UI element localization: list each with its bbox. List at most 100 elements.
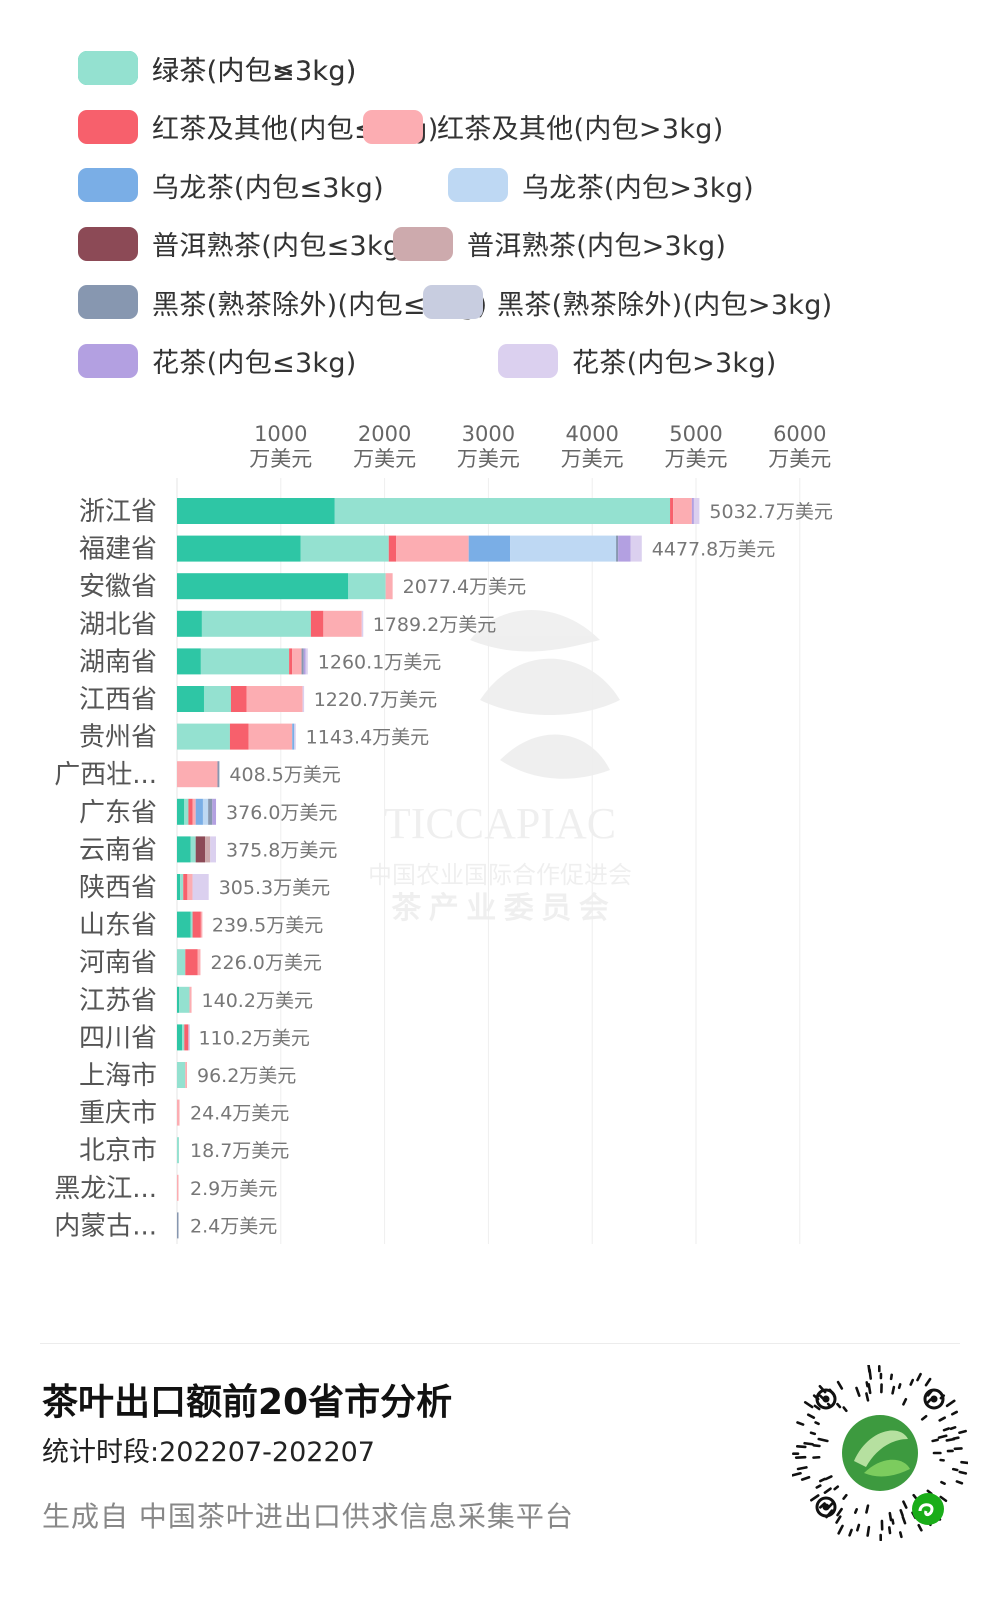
bar-segment[interactable] — [691, 498, 694, 524]
bar-segment[interactable] — [693, 498, 700, 524]
bar-segment[interactable] — [210, 836, 217, 863]
legend-item[interactable]: 乌龙茶(内包>3kg) — [448, 165, 754, 205]
bar-segment[interactable] — [177, 498, 335, 524]
bar-segment[interactable] — [177, 986, 180, 1013]
total-label: 140.2万美元 — [202, 990, 313, 1012]
bar-segment[interactable] — [361, 610, 364, 637]
bar-segment[interactable] — [177, 648, 201, 675]
total-label: 1260.1万美元 — [318, 651, 441, 673]
bar-segment[interactable] — [246, 686, 303, 712]
bar-segment[interactable] — [195, 836, 206, 863]
bar-segment[interactable] — [300, 535, 389, 562]
bar-segment[interactable] — [192, 798, 196, 825]
bar-segment[interactable] — [192, 874, 209, 900]
bar-segment[interactable] — [385, 573, 393, 600]
bar-segment[interactable] — [177, 798, 185, 825]
bar-segment[interactable] — [229, 723, 249, 750]
bar-segment[interactable] — [616, 535, 619, 562]
legend-item[interactable]: 红茶及其他(内包>3kg) — [363, 107, 724, 147]
bar-segment[interactable] — [618, 535, 631, 562]
bar-segment[interactable] — [184, 1024, 189, 1051]
legend-label: 乌龙茶(内包≤3kg) — [152, 172, 384, 204]
bar-segment[interactable] — [177, 949, 186, 976]
bar-segment[interactable] — [183, 874, 188, 900]
bar-segment[interactable] — [190, 911, 193, 938]
bar-segment[interactable] — [177, 911, 191, 938]
bar-segment[interactable] — [177, 1174, 179, 1201]
bar-segment[interactable] — [189, 986, 192, 1013]
bar-segment[interactable] — [182, 1024, 185, 1051]
legend-item[interactable]: 普洱熟茶(内包>3kg) — [393, 224, 726, 264]
legend-item[interactable]: 黑茶(熟茶除外)(内包>3kg) — [423, 282, 833, 322]
bar-segment[interactable] — [305, 648, 308, 675]
bar-segment[interactable] — [230, 686, 247, 712]
bar-segment[interactable] — [202, 798, 209, 825]
bar-segment[interactable] — [177, 874, 181, 900]
bar-segment[interactable] — [292, 648, 302, 675]
bar-segment[interactable] — [179, 986, 190, 1013]
bar-segment[interactable] — [200, 648, 290, 675]
bar-segment[interactable] — [177, 761, 218, 788]
bar-segment[interactable] — [203, 686, 231, 712]
bar-segment[interactable] — [630, 535, 642, 562]
bar-segment[interactable] — [294, 723, 296, 750]
bar-segment[interactable] — [303, 648, 306, 675]
bar-segment[interactable] — [348, 573, 386, 600]
x-tick-unit: 万美元 — [768, 447, 831, 471]
bar-segment[interactable] — [188, 1024, 190, 1051]
bar-segment[interactable] — [301, 648, 304, 675]
bar-segment[interactable] — [177, 836, 191, 863]
category-label: 四川省 — [79, 1023, 157, 1053]
total-label: 5032.7万美元 — [709, 501, 832, 523]
bar-segment[interactable] — [248, 723, 293, 750]
bar-segment[interactable] — [197, 949, 201, 976]
bar-segment[interactable] — [212, 798, 217, 825]
bar-segment[interactable] — [188, 798, 193, 825]
bar-segment[interactable] — [187, 874, 193, 900]
bar-segment[interactable] — [208, 798, 213, 825]
bar-segment[interactable] — [177, 1062, 186, 1088]
bar-segment[interactable] — [177, 686, 204, 712]
bar-segment[interactable] — [468, 535, 511, 562]
bar-segment[interactable] — [177, 1137, 179, 1164]
x-tick-label: 6000 — [773, 422, 826, 446]
bar-segment[interactable] — [289, 648, 293, 675]
bar-segment[interactable] — [310, 610, 324, 637]
legend-item[interactable]: 乌龙茶(内包≤3kg) — [78, 165, 384, 205]
bar-segment[interactable] — [177, 610, 202, 637]
bar-segment[interactable] — [510, 535, 617, 562]
bar-segment[interactable] — [177, 535, 301, 562]
mini-program-qr-code[interactable] — [792, 1365, 968, 1541]
bar-segment[interactable] — [195, 798, 203, 825]
legend-item[interactable]: 普洱熟茶(内包≤3kg) — [78, 224, 411, 264]
bar-segment[interactable] — [185, 949, 198, 976]
bar-segment[interactable] — [180, 874, 184, 900]
legend-item[interactable]: 花茶(内包≤3kg) — [78, 341, 357, 381]
bar-segment[interactable] — [177, 1024, 183, 1051]
bar-segment[interactable] — [302, 686, 305, 712]
bar-segment[interactable] — [201, 610, 311, 637]
bar-segment[interactable] — [177, 723, 230, 750]
bar-segment[interactable] — [670, 498, 674, 524]
bar-segment[interactable] — [292, 723, 295, 750]
bar-segment[interactable] — [192, 911, 201, 938]
bar-segment[interactable] — [184, 798, 189, 825]
legend-item[interactable]: 花茶(内包>3kg) — [498, 341, 777, 381]
bar-segment[interactable] — [334, 498, 671, 524]
bar-segment[interactable] — [190, 836, 196, 863]
bar-segment[interactable] — [323, 610, 362, 637]
bar-segment[interactable] — [217, 761, 220, 788]
total-label: 305.3万美元 — [219, 877, 330, 899]
bar-segment[interactable] — [177, 573, 349, 600]
bar-segment[interactable] — [396, 535, 469, 562]
bar-segment[interactable] — [205, 836, 211, 863]
bar-segment[interactable] — [185, 1062, 187, 1088]
bar-segment[interactable] — [200, 911, 203, 938]
bar-segment[interactable] — [177, 1212, 179, 1239]
bar-segment[interactable] — [177, 1099, 180, 1126]
bar-segment[interactable] — [673, 498, 692, 524]
bar-segment[interactable] — [388, 535, 397, 562]
total-label: 110.2万美元 — [198, 1027, 309, 1049]
legend-item[interactable]: 绿茶(内包>3kg) — [78, 48, 357, 88]
